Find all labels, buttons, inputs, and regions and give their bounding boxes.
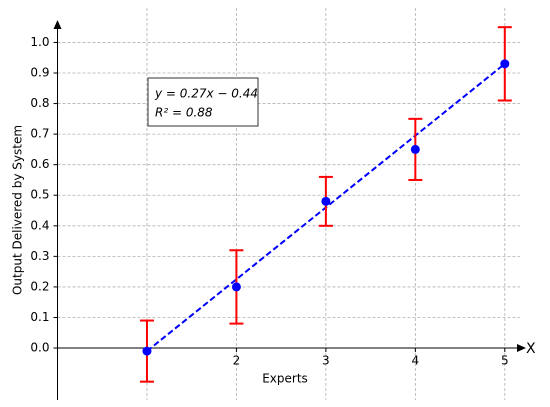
x-axis-end-label: X — [526, 341, 536, 357]
point — [321, 196, 331, 206]
x-axis-label: Experts — [262, 372, 308, 386]
x-tick-label: 3 — [322, 354, 330, 368]
x-tick-label: 5 — [501, 354, 509, 368]
x-tick-label: 2 — [233, 354, 241, 368]
y-tick-label: 0.9 — [30, 66, 49, 80]
y-tick-label: 0.4 — [30, 218, 49, 232]
y-axis-arrow — [53, 20, 62, 29]
y-tick-label: 0.5 — [30, 188, 49, 202]
y-tick-label: 0.3 — [30, 249, 49, 263]
y-tick-label: 0.8 — [30, 96, 49, 110]
point — [142, 346, 152, 356]
y-tick-label: 0.7 — [30, 127, 49, 141]
point — [500, 59, 510, 69]
annotation-equation: y = 0.27x − 0.44 — [154, 87, 258, 101]
point — [231, 282, 241, 292]
y-tick-label: 1.0 — [30, 35, 49, 49]
annotation-box — [147, 77, 259, 127]
point — [410, 144, 420, 154]
y-tick-label: 0.2 — [30, 279, 49, 293]
x-tick-label: 4 — [412, 354, 420, 368]
x-axis-arrow — [517, 344, 526, 353]
annotation-r2: R² = 0.88 — [155, 106, 213, 120]
y-axis-label: Output Delivered by System — [11, 125, 25, 295]
y-tick-label: 0.6 — [30, 157, 49, 171]
y-tick-label: 0.1 — [30, 310, 49, 324]
y-tick-label: 0.0 — [30, 341, 49, 355]
